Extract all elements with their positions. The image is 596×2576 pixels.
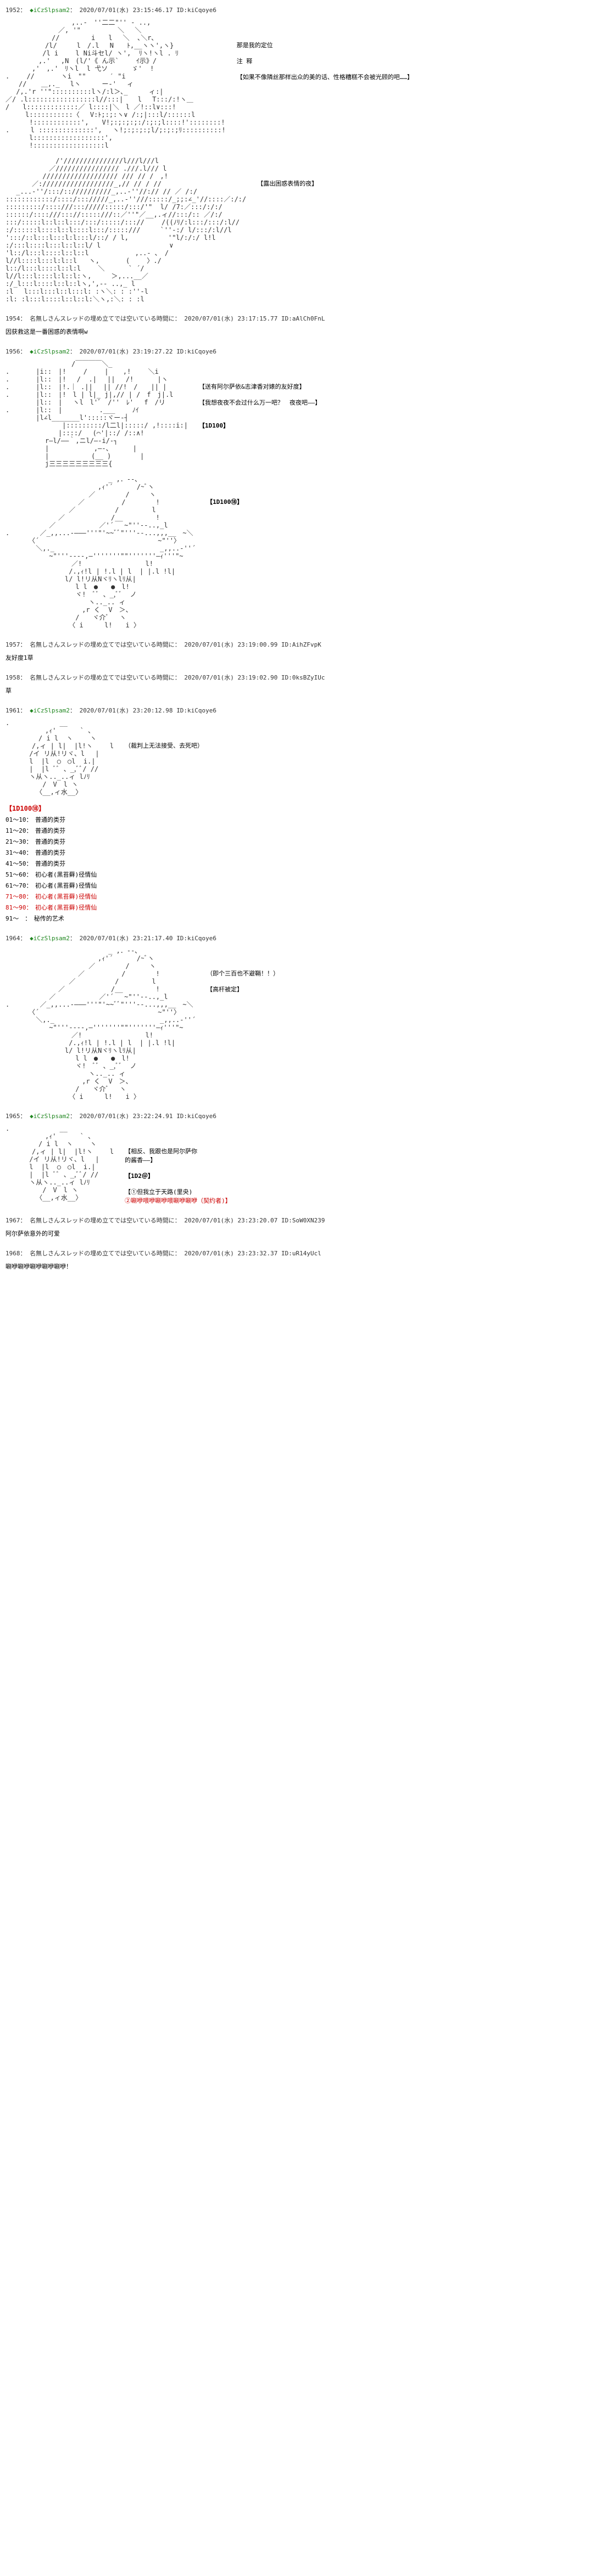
dice-row: 71～80： 初心者(黑苔藓)径情仙 xyxy=(5,892,591,901)
post-date: 2020/07/01(水) 23:17:15.77 xyxy=(184,315,277,322)
dice-result-table: 01～10： 普通的类芬 11～20： 普通的类芬 21～30： 普通的类芬 31～4… xyxy=(5,815,591,923)
post-header: 1958： 名無しさんスレッドの埋め立てでは空いている時間に： 2020/07/… xyxy=(5,673,591,682)
dialogue-block: 【送有阿尔萨依&志津香对婊的友好度】 【我想夜夜不会过什么万一吧？ 夜夜吧——】… xyxy=(188,360,321,430)
dice-header: 【1D100⑱】 xyxy=(5,804,591,813)
post-header: 1954： 名無しさんスレッドの埋め立てでは空いている時間に： 2020/07/… xyxy=(5,314,591,323)
dialogue-line: 【送有阿尔萨依&志津香对婊的友好度】 xyxy=(199,382,321,391)
post-date: 2020/07/01(水) 23:23:32.37 xyxy=(184,1250,277,1257)
ascii-art-character: . __ ,ｨ' ` 、 / i l ヽ ヽ /,ィ | l| |l!ヽ l /… xyxy=(5,1125,114,1202)
post-id: ID:uR14yUcl xyxy=(281,1250,321,1257)
post-num: 1952 xyxy=(5,7,20,14)
ascii-art-character-2: /'///////////////l///l///l ／////////////… xyxy=(5,157,246,303)
dialogue-line: （即个三百也不避鞘！！） xyxy=(207,969,279,978)
dialogue-block: 【相反、我跟也是阿尔萨你 的酱香——】 【1D2＠】 【①但我立于天路(里央) … xyxy=(114,1125,231,1205)
post-name: 名無しさんスレッドの埋め立てでは空いている時間に xyxy=(30,641,175,648)
post-header: 1961： ◆iCzSlpsam2： 2020/07/01(水) 23:20:1… xyxy=(5,706,591,715)
post-trip: ◆iCzSlpsam2 xyxy=(30,7,70,14)
post-id: ID:aAlCh0FnL xyxy=(281,315,325,322)
dice-row: 31～40： 普通的类芬 xyxy=(5,848,591,857)
post-trip: ◆iCzSlpsam2 xyxy=(30,348,70,355)
post-date: 2020/07/01(水) 23:15:46.17 xyxy=(80,7,173,14)
dice-row: 41～50： 普通的类芬 xyxy=(5,859,591,868)
post-trip: ◆iCzSlpsam2 xyxy=(30,707,70,714)
ascii-art-character-1: ,..- ''二二"'' ‐ .., ／, '" ＼ ＼ // i l ＼ ､＼… xyxy=(5,19,226,149)
reply-text: 阿尔萨依意外的可爱 xyxy=(5,1229,591,1238)
dice-row: 11～20： 普通的类芬 xyxy=(5,826,591,835)
post-num: 1954 xyxy=(5,315,20,322)
reply-text: 草 xyxy=(5,686,591,695)
post-date: 2020/07/01(水) 23:19:00.99 xyxy=(184,641,277,648)
post-id: ID:SoW0XN239 xyxy=(281,1217,325,1224)
post-id: ID:kiCqoye6 xyxy=(176,707,216,714)
post-num: 1964 xyxy=(5,935,20,942)
post-num: 1961 xyxy=(5,707,20,714)
reply-text: 因获救这是一番困惑的表情啊w xyxy=(5,327,591,336)
dialogue-line: ②唰咿喂咿唰咿喂唰咿唰咿（契约者)】 xyxy=(125,1196,231,1205)
post-id: ID:kiCqoye6 xyxy=(176,348,216,355)
post-trip: ◆iCzSlpsam2 xyxy=(30,1113,70,1120)
dice-command: 【1D100】 xyxy=(199,421,321,430)
post-num: 1957 xyxy=(5,641,20,648)
dialogue-line: 【相反、我跟也是阿尔萨你 xyxy=(125,1147,231,1155)
post-num: 1965 xyxy=(5,1113,20,1120)
dialogue-line: 【高杆被定】 xyxy=(207,985,279,994)
reply-text: 唰咿唰咿唰咿唰咿唰咿！ xyxy=(5,1262,591,1271)
post-date: 2020/07/01(水) 23:21:17.40 xyxy=(80,935,173,942)
post-header: 1965： ◆iCzSlpsam2： 2020/07/01(水) 23:22:2… xyxy=(5,1112,591,1120)
post-date: 2020/07/01(水) 23:19:27.22 xyxy=(80,348,173,355)
dialogue-line: 【①但我立于天路(里央) xyxy=(125,1187,231,1196)
dialogue-block: （裁判上无法接受、去死吧） xyxy=(114,719,203,750)
dice-row: 01～10： 普通的类芬 xyxy=(5,815,591,824)
dialogue-line: 那是我的定位 xyxy=(237,41,413,49)
post-date: 2020/07/01(水) 23:20:12.98 xyxy=(80,707,173,714)
dialogue-line: 的酱香——】 xyxy=(125,1155,231,1164)
dice-row: 91～ ： 秘传的艺术 xyxy=(5,914,591,923)
ascii-art-witch-hat: _ ,．--､ ,ｨ'´ /~ﾞヽ ／ / ヽ ／ / ! ／ / l ／ /_… xyxy=(5,475,196,629)
post-date: 2020/07/01(水) 23:23:20.07 xyxy=(184,1217,277,1224)
dialogue-line: 【露出困惑表情的夜】 xyxy=(257,179,318,188)
post-id: ID:AihZFvpK xyxy=(281,641,321,648)
dialogue-block: 【1D100⑱】 xyxy=(196,475,243,506)
post-header: 1968： 名無しさんスレッドの埋め立てでは空いている時間に： 2020/07/… xyxy=(5,1249,591,1258)
post-header: 1964： ◆iCzSlpsam2： 2020/07/01(水) 23:21:1… xyxy=(5,934,591,942)
dice-row: 51～60： 初心者(黑苔藓)径情仙 xyxy=(5,870,591,879)
post-date: 2020/07/01(水) 23:22:24.91 xyxy=(80,1113,173,1120)
dice-row: 61～70： 初心者(黑苔藓)径情仙 xyxy=(5,881,591,890)
post-id: ID:0ksBZyIUc xyxy=(281,674,325,681)
post-trip: ◆iCzSlpsam2 xyxy=(30,935,70,942)
post-name: 名無しさんスレッドの埋め立てでは空いている時間に xyxy=(30,674,175,681)
dialogue-block: （即个三百也不避鞘！！） 【高杆被定】 xyxy=(196,947,279,994)
dialogue-line: 【我想夜夜不会过什么万一吧？ 夜夜吧——】 xyxy=(199,398,321,407)
post-id: ID:kiCqoye6 xyxy=(176,1113,216,1120)
dialogue-line: 注 释 xyxy=(237,57,413,65)
post-name: 名無しさんスレッドの埋め立てでは空いている時間に xyxy=(30,315,175,322)
dialogue-block: 【露出困惑表情的夜】 xyxy=(246,157,318,188)
post-header: 1967： 名無しさんスレッドの埋め立てでは空いている時間に： 2020/07/… xyxy=(5,1216,591,1225)
post-name: 名無しさんスレッドの埋め立てでは空いている時間に xyxy=(30,1250,175,1257)
post-num: 1968 xyxy=(5,1250,20,1257)
dice-command: 【1D2＠】 xyxy=(125,1171,231,1180)
post-header: 1952： ◆iCzSlpsam2： 2020/07/01(水) 23:15:4… xyxy=(5,5,591,14)
dice-row: 21～30： 普通的类芬 xyxy=(5,837,591,846)
dice-result-label: 【1D100⑱】 xyxy=(207,497,243,506)
post-name: 名無しさんスレッドの埋め立てでは空いている時間に xyxy=(30,1217,175,1224)
post-header: 1957： 名無しさんスレッドの埋め立てでは空いている時間に： 2020/07/… xyxy=(5,640,591,649)
reply-text: 友好度1草 xyxy=(5,653,591,662)
post-num: 1956 xyxy=(5,348,20,355)
dice-row: 81～90： 初心者(黑苔藓)径情仙 xyxy=(5,903,591,912)
post-header: 1956： ◆iCzSlpsam2： 2020/07/01(水) 23:19:2… xyxy=(5,347,591,356)
dialogue-line: 【如果不像隣丝那样出众的美的话、性格糟糕不会被光顾的吧……】 xyxy=(237,72,413,81)
dialogue-line: （裁判上无法接受、去死吧） xyxy=(125,741,203,750)
dialogue-block: 那是我的定位 注 释 【如果不像隣丝那样出众的美的话、性格糟糕不会被光顾的吧……… xyxy=(226,19,413,81)
ascii-art-scene: /￣￣￣￣＼_ . |i:: |! / | ,! ＼i . |l:: |! / … xyxy=(5,360,188,468)
ascii-art-battle: . __ ,ｨ' ` 、 / i l ヽ ヽ /,ィ | l| |l!ヽ l /… xyxy=(5,719,114,796)
post-id: ID:kiCqoye6 xyxy=(176,7,216,14)
post-num: 1958 xyxy=(5,674,20,681)
ascii-art-witch-hat: _ ,．--､ ,ｨ'´ /~ﾞヽ ／ / ヽ ／ / ! ／ / l ／ /_… xyxy=(5,947,196,1101)
post-id: ID:kiCqoye6 xyxy=(176,935,216,942)
post-num: 1967 xyxy=(5,1217,20,1224)
post-date: 2020/07/01(水) 23:19:02.90 xyxy=(184,674,277,681)
